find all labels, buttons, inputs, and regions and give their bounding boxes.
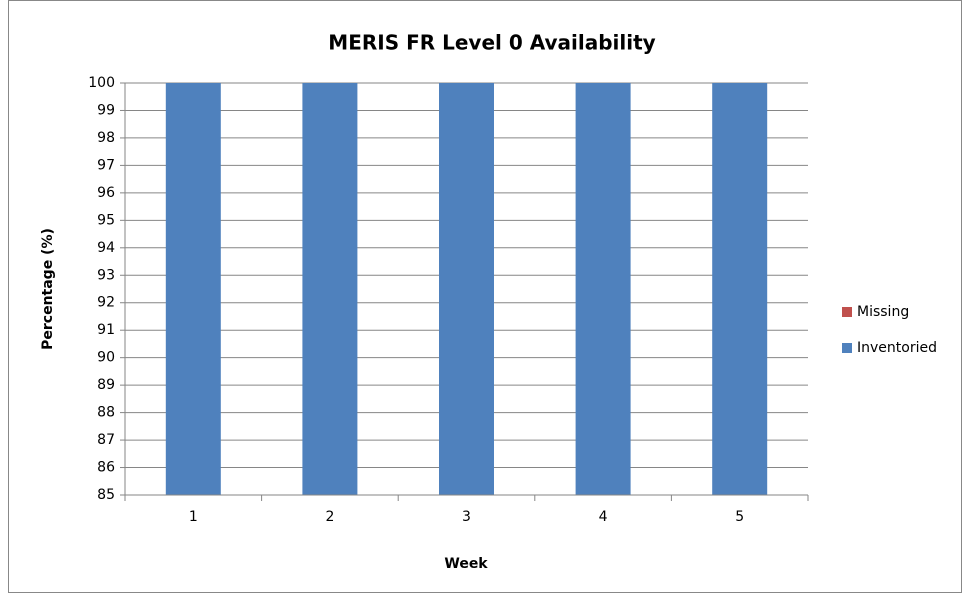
x-tick-label: 3 xyxy=(462,509,471,525)
legend-swatch xyxy=(842,343,852,353)
y-tick-label: 89 xyxy=(97,377,115,393)
y-tick-label: 86 xyxy=(97,460,115,476)
y-tick-label: 97 xyxy=(97,157,115,173)
y-tick-label: 91 xyxy=(97,322,115,338)
y-tick-label: 85 xyxy=(97,487,115,503)
x-axis-title: Week xyxy=(444,556,488,572)
bar-segment xyxy=(165,83,221,495)
bar-segment xyxy=(302,83,358,495)
x-tick-label: 1 xyxy=(189,509,198,525)
legend-label: Missing xyxy=(857,304,909,320)
y-axis-title: Percentage (%) xyxy=(40,228,56,350)
y-tick-label: 87 xyxy=(97,432,115,448)
y-tick-label: 93 xyxy=(97,267,115,283)
bar-segment xyxy=(439,83,494,495)
y-tick-label: 100 xyxy=(88,75,115,91)
y-tick-label: 98 xyxy=(97,130,115,146)
x-tick-label: 5 xyxy=(735,509,744,525)
legend-label: Inventoried xyxy=(857,340,937,356)
y-tick-label: 90 xyxy=(97,350,115,366)
chart-title: MERIS FR Level 0 Availability xyxy=(328,31,655,55)
y-tick-label: 92 xyxy=(97,295,115,311)
x-tick-label: 2 xyxy=(325,509,334,525)
y-tick-label: 88 xyxy=(97,405,115,421)
y-tick-label: 99 xyxy=(97,102,115,118)
legend-swatch xyxy=(842,307,852,317)
y-tick-label: 95 xyxy=(97,212,115,228)
bar-segment xyxy=(712,83,768,495)
bar-segment xyxy=(575,83,631,495)
y-tick-label: 96 xyxy=(97,185,115,201)
y-tick-label: 94 xyxy=(97,240,115,256)
x-tick-label: 4 xyxy=(599,509,608,525)
